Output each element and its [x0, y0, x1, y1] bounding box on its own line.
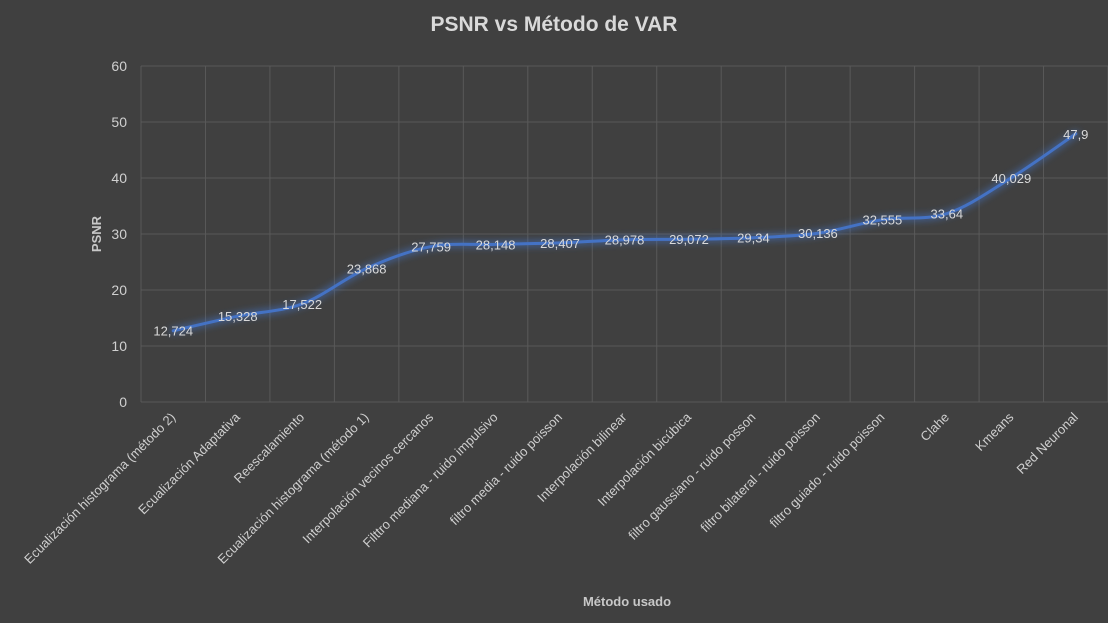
y-axis-title: PSNR	[89, 215, 104, 252]
x-tick-label: Filttro mediana - ruido impulsivo	[360, 410, 501, 551]
x-axis-title: Método usado	[583, 594, 671, 609]
data-label: 40,029	[991, 171, 1031, 186]
data-label: 28,148	[476, 237, 516, 252]
data-label: 27,759	[411, 240, 451, 255]
y-tick-label: 40	[111, 170, 127, 186]
x-tick-label: filtro bilateral - ruido poisson	[697, 410, 823, 536]
x-tick-label: Kmeans	[972, 409, 1017, 454]
y-tick-label: 30	[111, 226, 127, 242]
data-label: 28,407	[540, 236, 580, 251]
data-labels: 12,724 15,328 17,522 23,868 27,759 28,148 28,4…	[153, 127, 1088, 339]
data-label: 29,34	[737, 231, 770, 246]
data-label: 28,978	[605, 233, 645, 248]
data-label: 32,555	[862, 213, 902, 228]
x-tick-label: Clahe	[917, 410, 952, 445]
data-label: 15,328	[218, 309, 258, 324]
y-axis-ticks: 0 10 20 30 40 50 60	[111, 58, 127, 410]
data-label: 30,136	[798, 226, 838, 241]
y-tick-label: 10	[111, 338, 127, 354]
y-tick-label: 20	[111, 282, 127, 298]
data-label: 17,522	[282, 297, 322, 312]
x-tick-label: Interpolación vecinos cercanos	[299, 409, 436, 546]
y-tick-label: 50	[111, 114, 127, 130]
series-line	[171, 132, 1078, 333]
chart-title: PSNR vs Método de VAR	[431, 13, 678, 36]
data-label: 29,072	[669, 232, 709, 247]
x-tick-label: filtro gaussiano - ruido posson	[625, 410, 758, 543]
data-label: 47,9	[1063, 127, 1088, 142]
data-label: 33,64	[931, 207, 964, 222]
x-tick-label: Red Neuronal	[1014, 409, 1081, 476]
data-label: 12,724	[153, 324, 193, 339]
x-tick-label: filtro media - ruido poisson	[447, 410, 565, 528]
x-tick-label: filtro guiado - ruido poisson	[767, 410, 888, 531]
y-tick-label: 0	[119, 394, 127, 410]
x-axis-ticks: Ecualización histograma (método 2)Ecuali…	[21, 409, 1081, 567]
series	[169, 130, 1080, 335]
y-tick-label: 60	[111, 58, 127, 74]
data-label: 23,868	[347, 261, 387, 276]
